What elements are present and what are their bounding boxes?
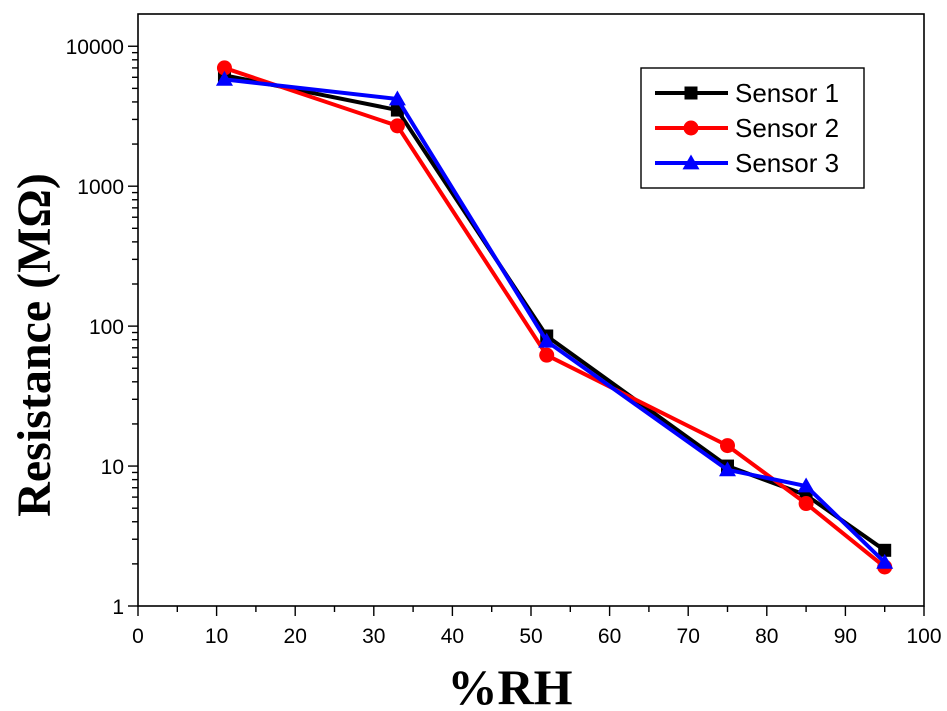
x-tick-label: 0 xyxy=(132,625,144,648)
legend-label: Sensor 3 xyxy=(735,148,839,178)
x-tick-label: 50 xyxy=(519,625,542,648)
x-tick-label: 70 xyxy=(677,625,700,648)
data-point xyxy=(878,543,892,557)
data-point xyxy=(388,90,406,106)
x-tick-label: 60 xyxy=(598,625,621,648)
data-point xyxy=(215,70,233,86)
data-point xyxy=(538,332,556,348)
y-axis-title: Resistance (MΩ) xyxy=(8,173,61,517)
legend-label: Sensor 1 xyxy=(735,78,839,108)
legend-marker xyxy=(682,154,700,170)
data-point xyxy=(539,347,555,363)
y-tick-label: 1000 xyxy=(77,176,124,199)
x-tick-label: 90 xyxy=(834,625,857,648)
y-tick-label: 10 xyxy=(101,456,124,479)
y-tick-label: 100 xyxy=(89,316,124,339)
series-3 xyxy=(215,70,894,569)
data-point xyxy=(719,461,736,477)
series-line xyxy=(224,77,887,564)
y-axis: 1 10 100 1000 10000 xyxy=(66,36,138,619)
series-line xyxy=(223,66,886,569)
legend-label: Sensor 2 xyxy=(735,113,839,143)
x-tick-label: 80 xyxy=(755,625,778,648)
data-point xyxy=(720,438,735,454)
x-tick-label: 20 xyxy=(284,625,307,648)
data-point xyxy=(798,496,814,512)
x-tick-label: 40 xyxy=(441,625,464,648)
legend: Sensor 1 Sensor 2 Sensor 3 xyxy=(640,67,865,189)
series-2 xyxy=(216,60,893,575)
x-axis-title: %RH xyxy=(448,659,573,711)
y-tick-label: 1 xyxy=(112,596,124,619)
x-axis: 0 10 20 30 40 50 60 70 80 90 100 xyxy=(132,606,942,648)
series-layer xyxy=(215,60,894,575)
y-tick-label: 10000 xyxy=(66,36,124,59)
data-point xyxy=(797,477,815,493)
legend-marker xyxy=(684,86,698,100)
data-point xyxy=(876,553,894,569)
data-point xyxy=(389,118,405,134)
x-tick-label: 100 xyxy=(906,625,941,648)
data-point xyxy=(216,60,232,76)
legend-marker xyxy=(683,120,699,136)
x-tick-label: 30 xyxy=(362,625,385,648)
x-tick-label: 10 xyxy=(205,625,228,648)
